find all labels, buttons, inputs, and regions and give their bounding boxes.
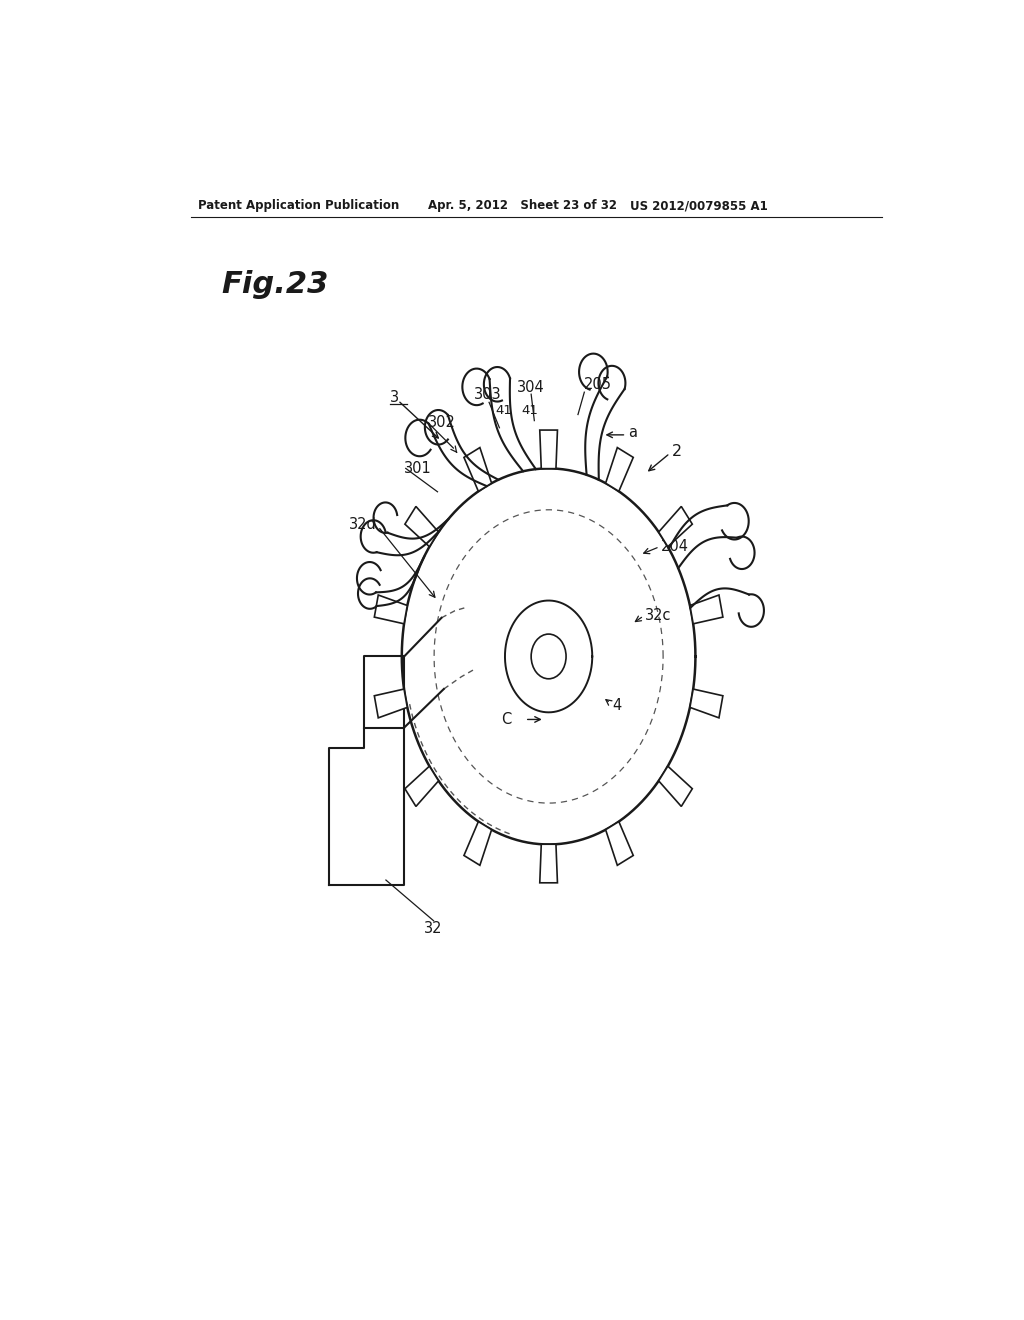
Text: 32: 32 <box>424 921 442 936</box>
Text: a: a <box>628 425 637 441</box>
Text: 4: 4 <box>612 698 622 713</box>
Text: 2: 2 <box>672 444 682 458</box>
Text: US 2012/0079855 A1: US 2012/0079855 A1 <box>630 199 767 213</box>
Polygon shape <box>404 507 438 546</box>
Polygon shape <box>464 821 492 866</box>
Polygon shape <box>605 821 633 866</box>
Polygon shape <box>658 507 692 546</box>
Text: 205: 205 <box>584 376 611 392</box>
Polygon shape <box>540 845 557 883</box>
Polygon shape <box>605 447 633 491</box>
Polygon shape <box>690 595 723 624</box>
Text: C: C <box>501 711 511 727</box>
Text: 302: 302 <box>428 416 456 430</box>
Text: Apr. 5, 2012   Sheet 23 of 32: Apr. 5, 2012 Sheet 23 of 32 <box>428 199 617 213</box>
Polygon shape <box>464 447 492 491</box>
Text: 303: 303 <box>474 387 502 401</box>
Text: 41: 41 <box>521 404 539 417</box>
Text: 301: 301 <box>404 461 432 477</box>
Text: Fig.23: Fig.23 <box>221 271 329 300</box>
Text: Patent Application Publication: Patent Application Publication <box>198 199 399 213</box>
Text: 304: 304 <box>517 380 545 395</box>
Polygon shape <box>690 689 723 718</box>
Text: 204: 204 <box>662 539 689 554</box>
Text: 3: 3 <box>390 389 399 405</box>
Polygon shape <box>540 430 557 469</box>
Text: 32c: 32c <box>645 609 672 623</box>
Text: 32d: 32d <box>348 517 377 532</box>
Polygon shape <box>375 595 408 624</box>
Text: 41: 41 <box>496 404 512 417</box>
Polygon shape <box>404 766 438 807</box>
Polygon shape <box>658 766 692 807</box>
Polygon shape <box>375 689 408 718</box>
Circle shape <box>531 634 566 678</box>
